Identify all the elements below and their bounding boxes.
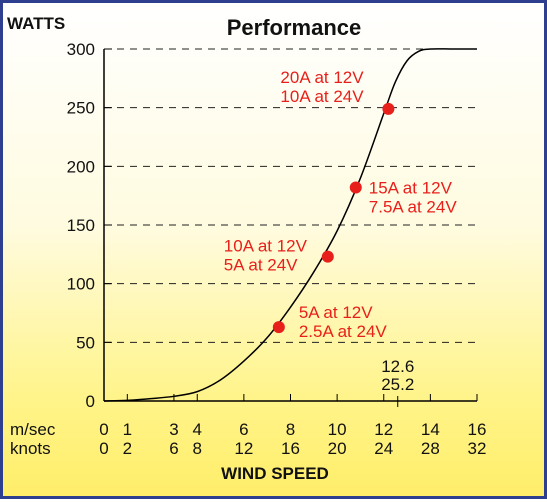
x-unit-knots: knots [10, 439, 51, 458]
x-tick-label-knots: 2 [123, 439, 132, 458]
y-axis-label: WATTS [7, 14, 65, 33]
x-tick-label-knots: 8 [193, 439, 202, 458]
point-annotation: 2.5A at 24V [299, 322, 388, 341]
y-tick-label: 0 [86, 392, 95, 411]
performance-chart: Performance WATTS WIND SPEED m/sec knots… [7, 14, 487, 483]
data-point-marker [272, 321, 285, 334]
point-annotation: 5A at 24V [224, 256, 298, 275]
marker-label-knots: 25.2 [381, 375, 414, 394]
x-tick-label-msec: 8 [286, 420, 295, 439]
point-annotation: 15A at 12V [369, 178, 453, 197]
x-tick-label-msec: 0 [99, 420, 108, 439]
data-point-marker [321, 250, 334, 263]
x-tick-label-knots: 0 [99, 439, 108, 458]
x-tick-label-knots: 20 [328, 439, 347, 458]
x-tick-label-msec: 16 [468, 420, 487, 439]
x-tick-label-msec: 3 [169, 420, 178, 439]
y-tick-label: 300 [67, 40, 95, 59]
x-tick-label-msec: 12 [374, 420, 393, 439]
marker-label-msec: 12.6 [381, 357, 414, 376]
x-tick-label-msec: 10 [328, 420, 347, 439]
x-axis-label: WIND SPEED [221, 464, 329, 483]
point-annotation: 10A at 12V [224, 237, 308, 256]
y-tick-label: 150 [67, 216, 95, 235]
point-annotation: 20A at 12V [280, 68, 364, 87]
x-tick-label-msec: 1 [123, 420, 132, 439]
x-tick-label-knots: 6 [169, 439, 178, 458]
x-tick-label-knots: 24 [374, 439, 393, 458]
x-tick-label-msec: 6 [239, 420, 248, 439]
x-tick-label-msec: 4 [193, 420, 202, 439]
y-tick-label: 200 [67, 157, 95, 176]
y-tick-label: 50 [76, 333, 95, 352]
x-tick-label-msec: 14 [421, 420, 440, 439]
point-annotation: 10A at 24V [280, 87, 364, 106]
performance-curve [103, 48, 477, 402]
x-tick-label-knots: 16 [281, 439, 300, 458]
x-unit-msec: m/sec [10, 420, 56, 439]
y-tick-label: 100 [67, 275, 95, 294]
data-point-marker [382, 102, 395, 115]
data-point-marker [349, 181, 362, 194]
point-annotation: 5A at 12V [299, 303, 373, 322]
x-tick-label-knots: 32 [468, 439, 487, 458]
point-annotation: 7.5A at 24V [369, 197, 458, 216]
y-tick-label: 250 [67, 99, 95, 118]
chart-title: Performance [227, 15, 362, 40]
x-tick-label-knots: 28 [421, 439, 440, 458]
x-tick-label-knots: 12 [234, 439, 253, 458]
